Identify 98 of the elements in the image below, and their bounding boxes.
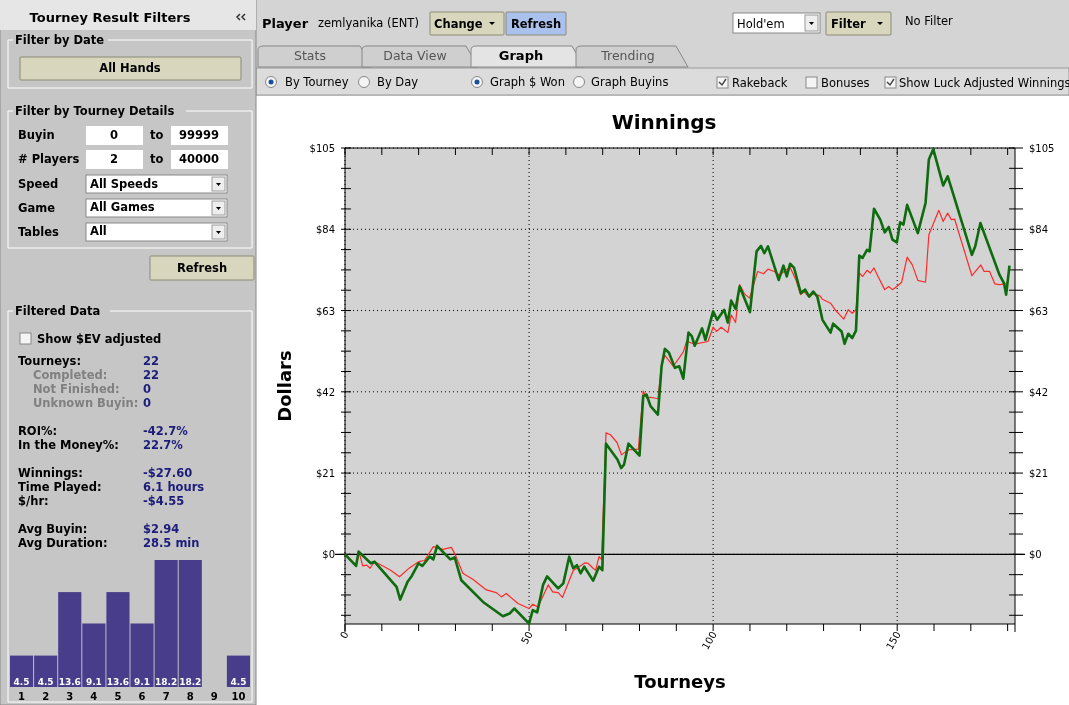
x-tick-label: 0 [338,629,351,641]
text: 2 [109,152,119,166]
text: 99999 [178,128,220,142]
text: All Speeds [90,177,159,191]
text: Completed: [33,368,108,382]
text: Stats [294,48,326,63]
text: Graph $ Won [490,75,565,89]
x-tick-label: 3 [66,691,74,702]
text: $/hr: [18,494,49,508]
y2-tick-label: $0 [1029,549,1042,561]
x-tick-label: 6 [138,691,146,702]
text: ROI%: [18,424,58,438]
text: Show Luck Adjusted Winnings [899,76,1069,90]
x-tick-label: 2 [42,691,50,702]
data-label: 9.1 [134,677,151,687]
text: Winnings: [18,466,83,480]
y-tick-label: $0 [322,549,335,561]
text: 0 [109,128,119,142]
text: Time Played: [18,480,102,494]
text: Show $EV adjusted [37,332,162,346]
text: Hold'em [737,17,785,31]
x-tick-label: 5 [114,691,122,702]
y-tick-label: $105 [309,143,335,154]
x-tick-label: 50 [518,629,535,647]
text: 40000 [178,152,220,166]
y2-tick-label: $21 [1029,468,1049,480]
text: zemlyanika (ENT) [318,16,419,30]
text: Filtered Data [15,304,101,318]
x-tick-label: 8 [186,691,194,702]
text: Avg Duration: [18,536,108,550]
text: 22.7% [143,438,184,452]
x-tick-label: 10 [231,691,246,702]
text: Refresh [510,17,562,31]
text: to [150,128,164,142]
text: Unknown Buyin: [33,396,139,410]
y-tick-label: $63 [315,305,335,317]
text: 22 [143,368,160,382]
text: Speed [18,177,59,191]
y2-tick-label: $63 [1029,305,1049,317]
y-tick-label: $84 [315,224,335,236]
text: 28.5 min [143,536,200,550]
y-tick-label: $42 [315,386,335,398]
text: -$27.60 [143,466,193,480]
data-label: 4.5 [13,677,30,687]
text: Filter by Tourney Details [15,104,175,118]
text: Graph Buyins [591,75,669,89]
data-label: 18.2 [155,677,178,687]
text: -$4.55 [143,494,185,508]
text: $2.94 [143,522,180,536]
text: Data View [383,48,447,63]
x-tick-label: 100 [699,629,719,652]
text: Filter [831,17,867,31]
text: Not Finished: [33,382,120,396]
text: Avg Buyin: [18,522,88,536]
text: to [150,152,164,166]
text: Bonuses [821,76,870,90]
text: By Day [377,75,419,89]
y2-tick-label: $42 [1029,386,1049,398]
text: Graph [498,48,544,63]
text: Buyin [18,128,55,142]
text: # Players [18,152,80,166]
text: All Hands [99,61,161,75]
text: Tourneys: [18,354,82,368]
text: Game [18,201,56,215]
y-axis-title: Dollars [274,350,295,422]
text: Filter by Date [15,33,105,47]
text: All Games [90,200,155,214]
text: No Filter [905,14,954,28]
text: In the Money%: [18,438,119,452]
data-label: 13.6 [58,677,81,687]
text: -42.7% [143,424,189,438]
text: 0 [143,382,152,396]
data-label: 13.6 [106,677,130,687]
y2-tick-label: $105 [1029,143,1055,154]
text: Tables [18,225,60,239]
text: Player [262,16,309,31]
text: Refresh [176,261,228,275]
text: Change [434,17,483,31]
data-label: 4.5 [37,677,54,687]
y-tick-label: $21 [315,468,335,480]
y2-tick-label: $84 [1029,224,1049,236]
text: All [90,224,107,238]
data-label: 4.5 [230,677,247,687]
x-tick-label: 4 [90,691,98,702]
text: Trending [600,48,655,63]
text: Tourney Result Filters [29,10,191,25]
text: 22 [143,354,160,368]
data-label: 9.1 [85,677,102,687]
x-tick-label: 9 [210,691,218,702]
chart-title: Winnings [611,110,717,134]
text: 0 [143,396,152,410]
x-tick-label: 1 [18,691,26,702]
text: Rakeback [732,76,788,90]
text: 6.1 hours [143,480,205,494]
text: By Tourney [285,75,349,89]
x-tick-label: 7 [162,691,170,702]
data-label: 18.2 [179,677,202,687]
x-axis-title: Tourneys [634,671,726,692]
